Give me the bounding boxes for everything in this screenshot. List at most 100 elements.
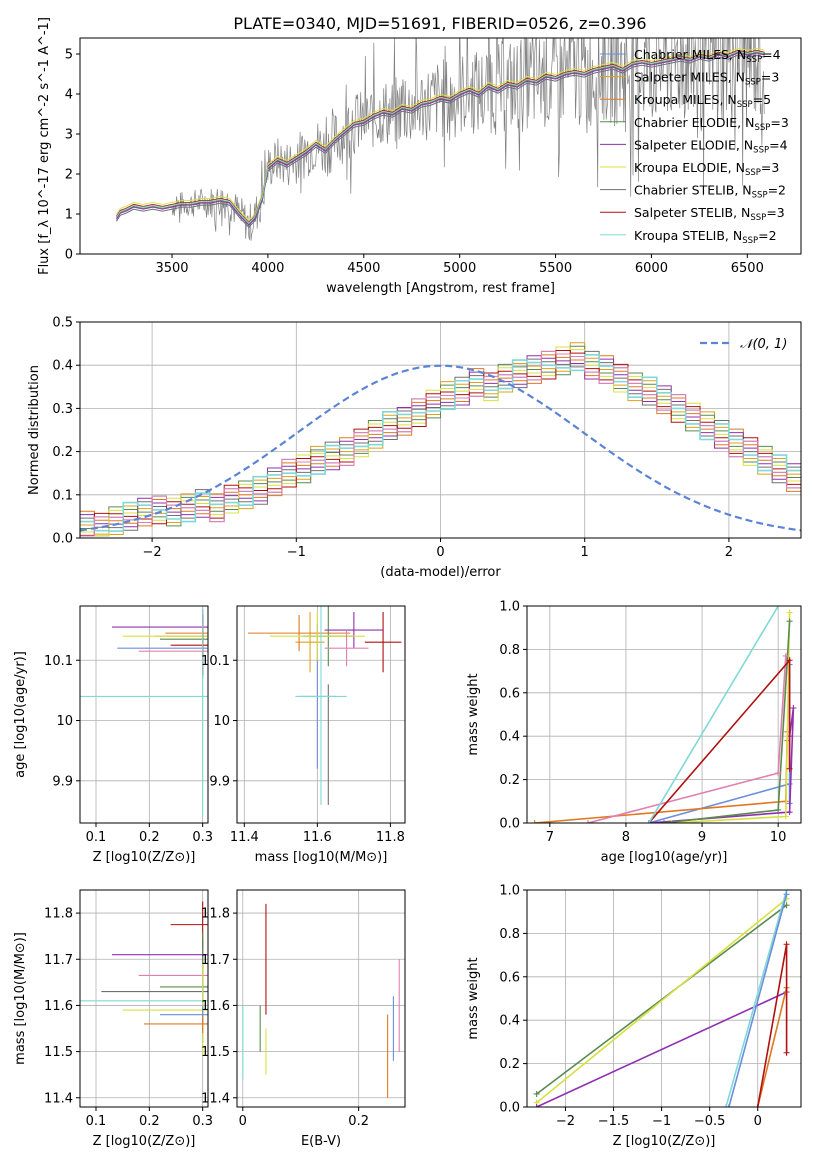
legend-subscript: SSP xyxy=(754,123,770,133)
legend-nssp: =2 xyxy=(768,183,786,198)
y-tick-label: 11.4 xyxy=(44,1091,73,1106)
model-line-chabrier-elodie xyxy=(116,51,765,226)
axes-frame xyxy=(526,889,802,1108)
axes-frame xyxy=(526,605,802,824)
y-tick-label: 0.1 xyxy=(52,488,73,503)
x-tick-label: 8 xyxy=(622,830,630,845)
panel-mass-vs-ebv: 0 0.2 11.4 11.5 11.6 11.7 11.8 E(B-V) xyxy=(201,889,406,1149)
y-tick-label: 9.9 xyxy=(52,774,73,789)
y-tick-label: 0.2 xyxy=(499,773,520,788)
legend-subscript: SSP xyxy=(753,145,769,155)
plot-area xyxy=(80,901,208,1057)
y-tick-label: 1.0 xyxy=(499,884,520,899)
x-tick-label: 11.8 xyxy=(376,830,405,845)
x-tick-label: 11.6 xyxy=(303,830,332,845)
x-tick-label: −2 xyxy=(556,1114,575,1129)
y-tick-label: 0.8 xyxy=(499,643,520,658)
x-tick-label: −1 xyxy=(287,545,306,560)
x-tick-label: 11.4 xyxy=(230,830,259,845)
legend-label: Salpeter ELODIE, NSSP=4 xyxy=(634,137,788,155)
errorbar-salpeter-stelib xyxy=(364,612,402,673)
y-tick-label: 10.1 xyxy=(44,654,73,669)
x-axis-label: Z [log10(Z/Z⊙)] xyxy=(93,1134,196,1149)
x-tick-label: 0.2 xyxy=(139,1114,160,1129)
errorbar-kroupa-stelib xyxy=(295,606,347,805)
legend-subscript: SSP xyxy=(752,191,768,201)
legend-label: Kroupa MILES, NSSP=5 xyxy=(634,92,771,110)
weight-line-pink xyxy=(587,655,787,823)
legend-nssp: =3 xyxy=(770,115,788,130)
y-tick-label: 11.6 xyxy=(44,999,73,1014)
errorbar-kroupa-miles xyxy=(144,1014,208,1034)
legend-label: Kroupa ELODIE, NSSP=3 xyxy=(634,160,779,178)
y-tick-label: 11.7 xyxy=(44,953,73,968)
x-tick-label: 2 xyxy=(725,545,733,560)
weight-marker xyxy=(533,1104,540,1107)
x-axis-label: wavelength [Angstrom, rest frame] xyxy=(326,281,555,296)
weight-line-kroupa-elodie xyxy=(671,612,791,823)
y-tick-label: 11.7 xyxy=(201,953,230,968)
x-tick-label: −0.5 xyxy=(694,1114,726,1129)
weight-line-kroupa-stelib xyxy=(725,890,788,1107)
y-tick-label: 0.0 xyxy=(499,1101,520,1116)
normal-legend-label: 𝒩(0, 1) xyxy=(740,337,787,352)
panel-spectrum: Chabrier MILES, NSSP=4 Salpeter MILES, NS… xyxy=(37,17,802,296)
legend-label: Salpeter MILES, NSSP=3 xyxy=(634,70,779,88)
weight-marker xyxy=(533,1090,540,1097)
x-tick-label: 0 xyxy=(754,1114,762,1129)
legend-nssp: =4 xyxy=(762,47,780,62)
x-tick-label: 5000 xyxy=(443,261,476,276)
weight-marker xyxy=(754,1104,761,1107)
weight-line-kroupa-miles xyxy=(756,987,788,1107)
y-axis-label: mass weight xyxy=(466,673,481,755)
weight-line-kroupa-elodie xyxy=(536,898,788,1104)
spectrum-legend: Chabrier MILES, NSSP=4 Salpeter MILES, NS… xyxy=(600,47,789,246)
x-tick-label: 5500 xyxy=(539,261,572,276)
legend-subscript: SSP xyxy=(737,100,753,110)
weight-line-salpeter-stelib xyxy=(756,944,788,1107)
axes-frame xyxy=(236,605,406,824)
weight-marker xyxy=(782,652,789,659)
y-axis-label: Flux [f_λ 10^-17 erg cm^-2 s^-1 A^-1] xyxy=(37,17,52,275)
axes-frame xyxy=(79,605,209,824)
y-tick-label: 0.4 xyxy=(499,730,520,745)
model-line-kroupa-stelib xyxy=(116,50,765,224)
y-tick-label: 1 xyxy=(65,208,73,223)
weight-marker xyxy=(786,809,793,816)
legend-label: Chabrier MILES, NSSP=4 xyxy=(634,47,781,65)
axes-frame xyxy=(79,37,802,255)
x-tick-label: −1 xyxy=(652,1114,671,1129)
legend-nssp: =3 xyxy=(761,160,779,175)
plot-area xyxy=(116,38,765,241)
x-tick-label: 4500 xyxy=(347,261,380,276)
x-tick-label: −2 xyxy=(143,545,162,560)
weight-marker xyxy=(723,1104,730,1107)
weight-marker xyxy=(786,609,793,616)
errorbar-kroupa-stelib xyxy=(80,606,208,817)
histogram-step-chabrier-stelib xyxy=(80,350,801,531)
histogram-step-pink xyxy=(80,350,801,537)
legend-nssp: =3 xyxy=(766,205,784,220)
weight-line-chabrier-miles xyxy=(728,894,788,1107)
legend-subscript: SSP xyxy=(745,168,761,178)
model-line-salpeter-elodie xyxy=(116,52,765,226)
model-line-chabrier-stelib xyxy=(116,54,765,228)
legend-label: Chabrier STELIB, NSSP=2 xyxy=(634,183,786,201)
x-axis-label: age [log10(age/yr)] xyxy=(601,850,728,865)
x-tick-label: 4000 xyxy=(251,261,284,276)
weight-marker xyxy=(786,618,793,625)
y-tick-label: 0.6 xyxy=(499,970,520,985)
x-axis-label: Z [log10(Z/Z⊙)] xyxy=(613,1134,716,1149)
x-tick-label: 0 xyxy=(239,1114,247,1129)
x-tick-label: 3500 xyxy=(155,261,188,276)
histogram-step-kroupa-elodie xyxy=(80,346,801,537)
x-tick-label: 0.2 xyxy=(348,1114,369,1129)
y-tick-label: 11.5 xyxy=(201,1045,230,1060)
x-tick-label: 9 xyxy=(698,830,706,845)
legend-label: Salpeter STELIB, NSSP=3 xyxy=(634,205,785,223)
x-tick-label: 0.1 xyxy=(86,1114,107,1129)
x-axis-label: Z [log10(Z/Z⊙)] xyxy=(93,850,196,865)
y-tick-label: 10 xyxy=(213,714,230,729)
weight-line-kroupa-stelib xyxy=(648,606,779,823)
weight-marker xyxy=(783,1049,790,1056)
